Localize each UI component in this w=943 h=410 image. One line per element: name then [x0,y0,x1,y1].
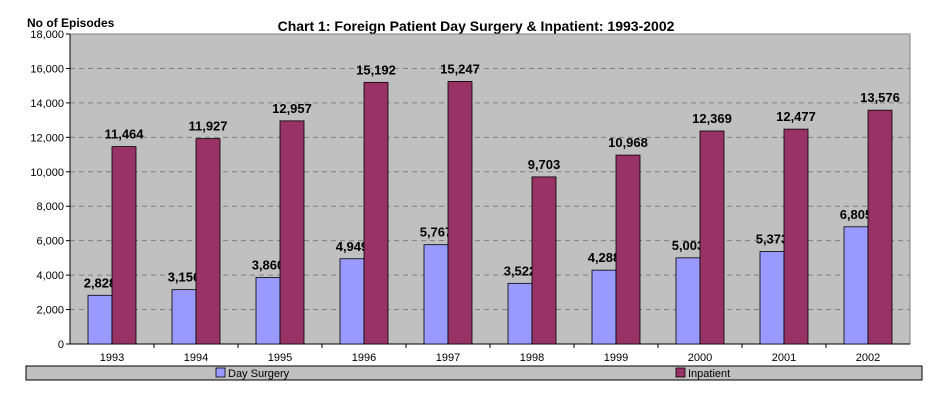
x-tick-label: 1994 [184,352,208,364]
x-tick-label: 2002 [856,352,880,364]
data-label-day-surgery: 3,156 [168,270,201,285]
data-label-inpatient: 11,927 [188,119,227,134]
legend-swatch-inpatient [675,367,686,378]
bar-day-surgery [759,251,785,345]
x-tick-label: 1999 [604,352,628,364]
data-label-day-surgery: 5,767 [420,225,453,240]
y-tick-label: 4,000 [36,270,64,282]
data-label-inpatient: 12,477 [776,109,816,124]
data-label-day-surgery: 6,805 [840,207,873,222]
legend-swatch-day-surgery [215,367,226,378]
bar-inpatient [195,138,221,345]
x-tick-label: 1995 [268,352,292,364]
data-label-inpatient: 11,464 [104,127,144,142]
y-tick-label: 2,000 [36,305,64,317]
x-tick-label: 2001 [772,352,796,364]
bar-day-surgery [255,277,281,345]
bar-day-surgery [675,257,701,345]
y-tick-label: 0 [58,339,64,351]
data-label-inpatient: 13,576 [860,90,900,105]
bar-inpatient [111,146,137,345]
y-tick-label: 14,000 [30,98,64,110]
y-tick-label: 6,000 [36,236,64,248]
y-tick-label: 16,000 [30,63,64,75]
bar-day-surgery [843,226,869,345]
data-label-day-surgery: 4,949 [336,239,369,254]
data-label-inpatient: 12,957 [272,101,312,116]
bar-day-surgery [591,269,617,345]
bar-inpatient [867,109,893,345]
data-label-day-surgery: 4,288 [588,250,621,265]
bar-inpatient [783,128,809,345]
bar-inpatient [447,81,473,345]
legend-label-day-surgery: Day Surgery [228,368,290,380]
x-tick-label: 1997 [436,352,460,364]
bar-inpatient [363,81,389,345]
data-label-inpatient: 15,192 [356,62,396,77]
legend [25,365,923,381]
bar-day-surgery [339,258,365,345]
bar-day-surgery [171,289,197,345]
bar-inpatient [279,120,305,345]
bar-day-surgery [87,294,113,345]
chart-title: Chart 1: Foreign Patient Day Surgery & I… [278,18,675,34]
data-label-day-surgery: 3,860 [252,258,285,273]
y-tick-label: 10,000 [30,167,64,179]
data-label-inpatient: 15,247 [440,61,480,76]
x-tick-label: 2000 [688,352,712,364]
data-label-day-surgery: 5,373 [756,231,789,246]
legend-label-inpatient: Inpatient [688,368,730,380]
data-label-inpatient: 9,703 [528,157,561,172]
bar-inpatient [699,130,725,345]
data-label-day-surgery: 3,522 [504,263,537,278]
bar-inpatient [615,154,641,345]
data-label-day-surgery: 2,828 [84,275,117,290]
data-label-inpatient: 12,369 [692,111,732,126]
data-label-inpatient: 10,968 [608,135,648,150]
bar-day-surgery [423,244,449,345]
y-tick-label: 8,000 [36,201,64,213]
x-tick-label: 1998 [520,352,544,364]
y-tick-label: 18,000 [30,29,64,41]
y-tick-label: 12,000 [30,132,64,144]
y-axis-title: No of Episodes [27,16,115,30]
x-tick-label: 1993 [100,352,124,364]
bar-day-surgery [507,282,533,345]
bar-inpatient [531,176,557,345]
x-tick-label: 1996 [352,352,376,364]
data-label-day-surgery: 5,003 [672,238,705,253]
